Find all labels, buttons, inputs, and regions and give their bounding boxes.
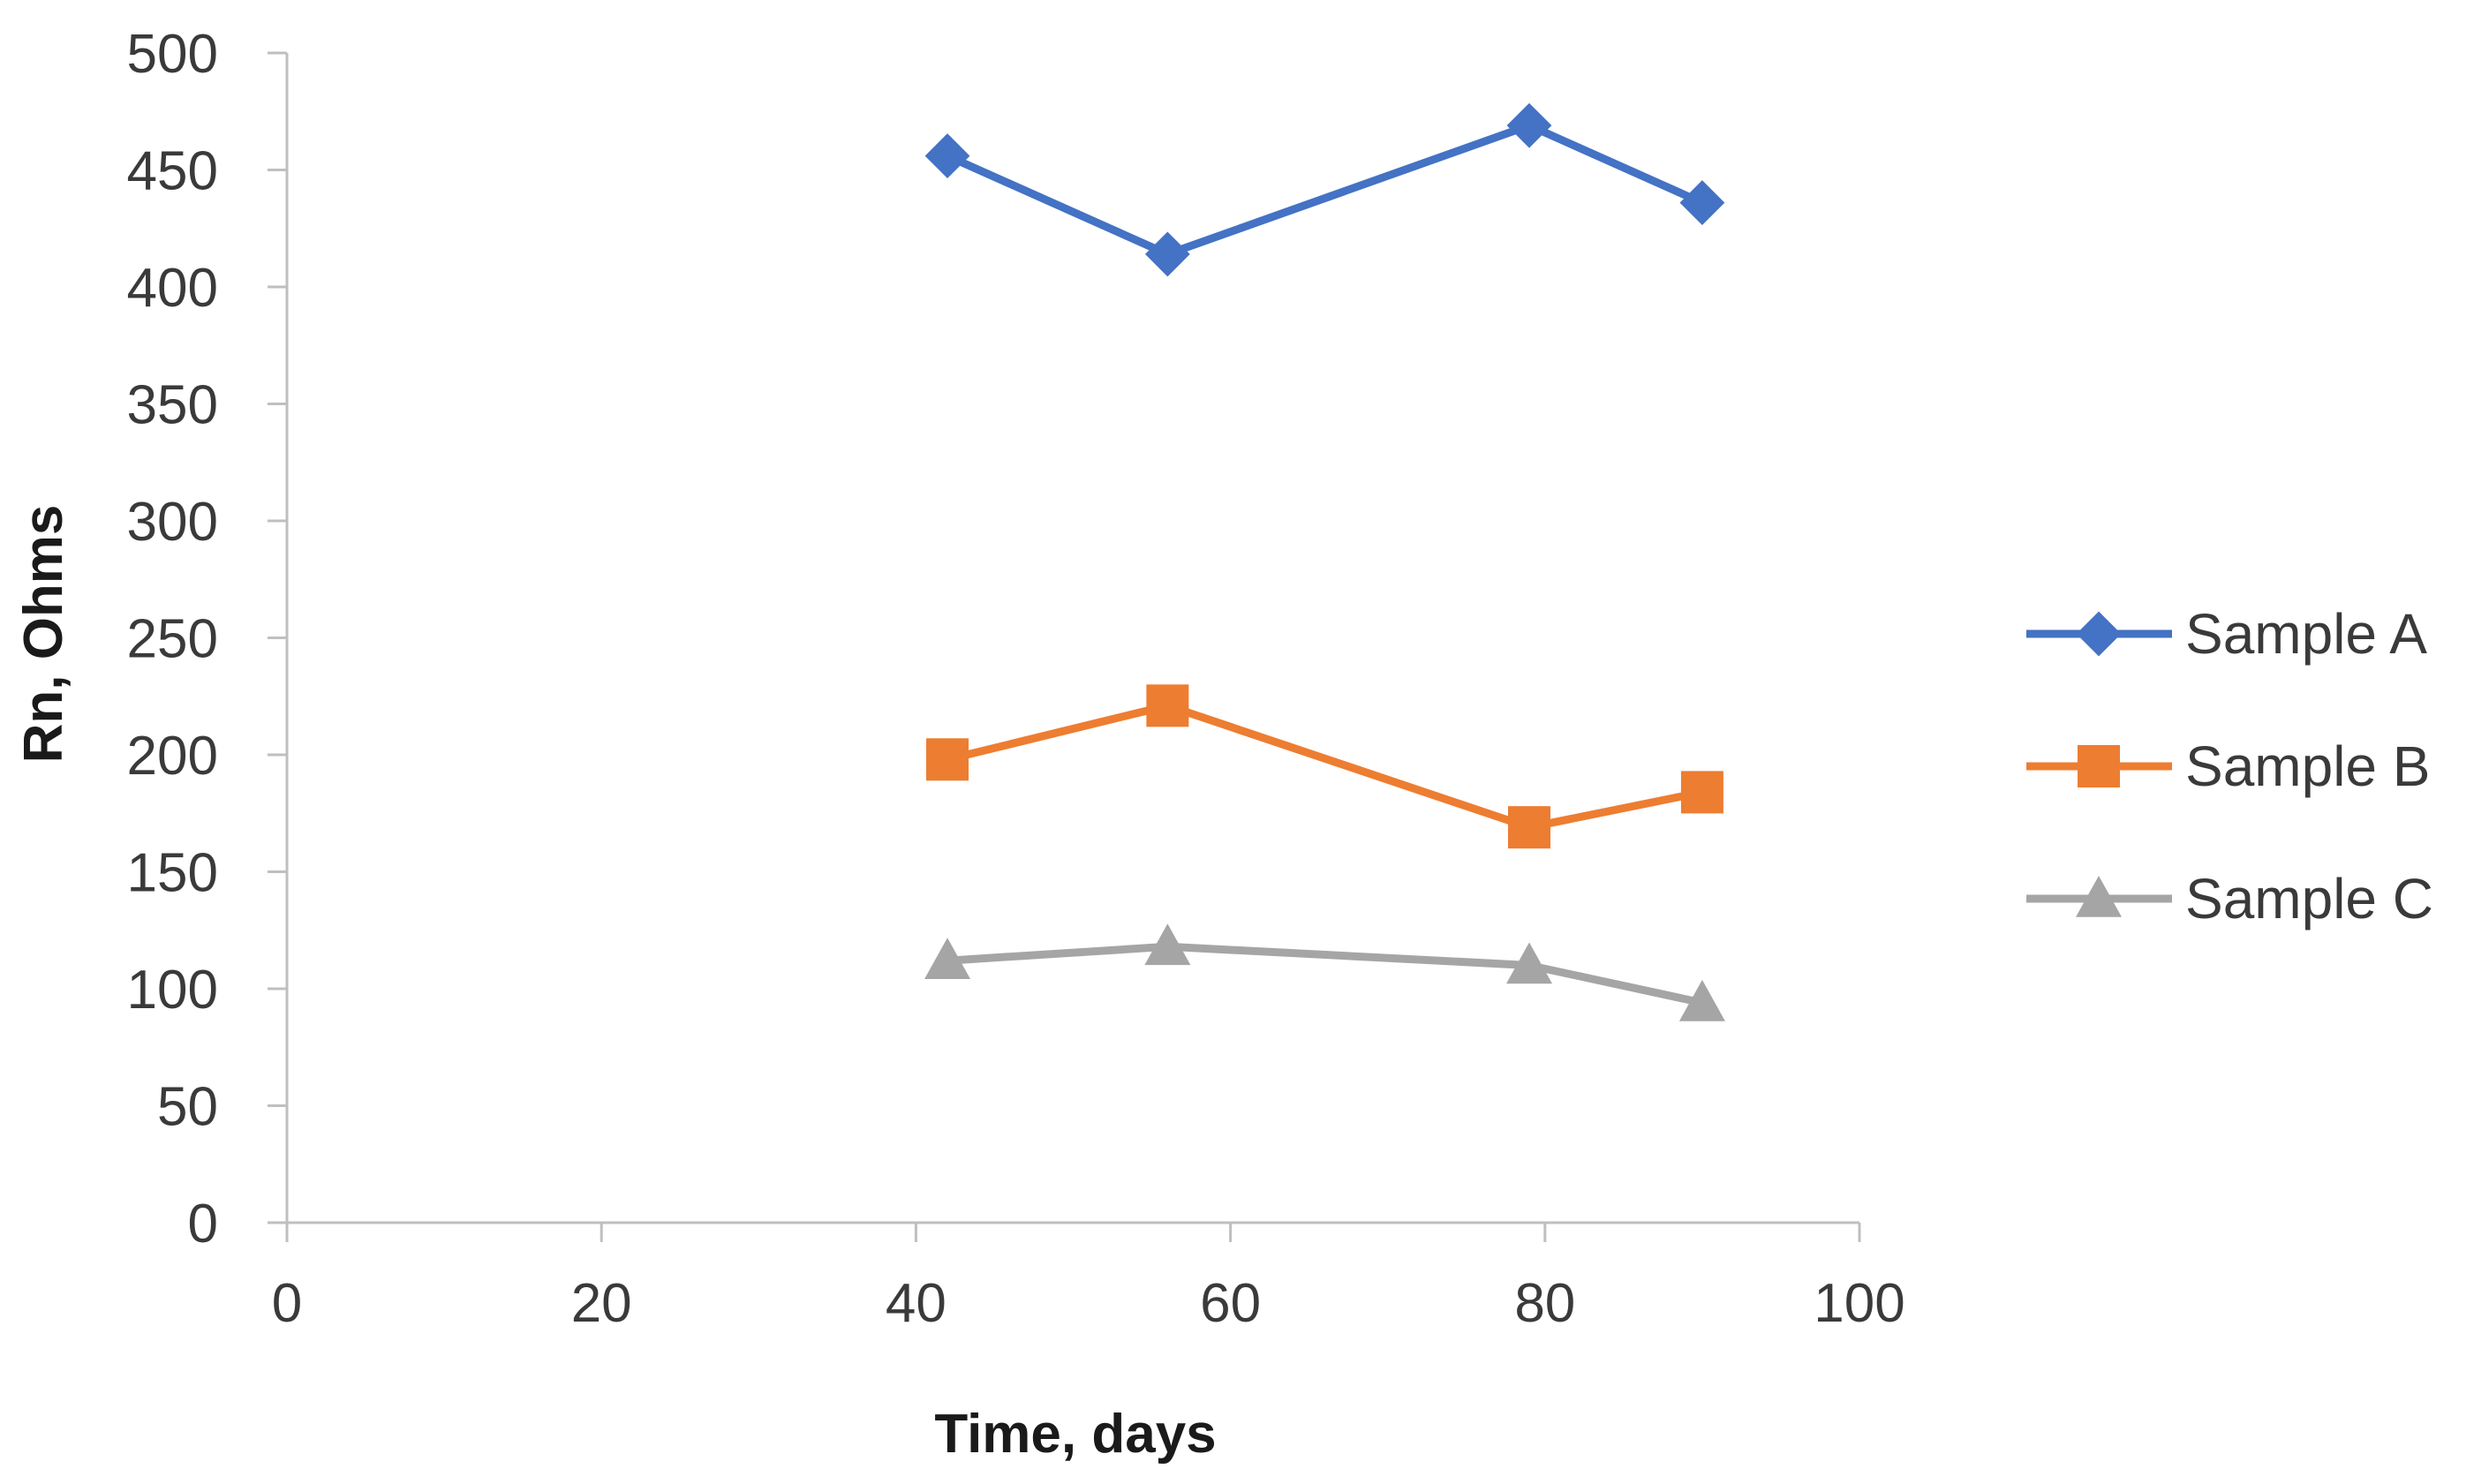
y-tick-label: 0: [188, 1194, 218, 1254]
x-tick-label: 60: [1200, 1273, 1261, 1334]
legend-label: Sample C: [2185, 867, 2433, 930]
legend-item: Sample C: [2026, 867, 2433, 930]
x-tick-label: 80: [1514, 1273, 1575, 1334]
x-tick-label: 20: [571, 1273, 632, 1334]
legend-item: Sample B: [2026, 734, 2430, 798]
y-tick-label: 150: [127, 843, 218, 904]
series-line: [946, 701, 1703, 832]
y-tick-label: 350: [127, 375, 218, 436]
legend-label: Sample B: [2185, 734, 2430, 798]
data-point: [1679, 180, 1725, 226]
series-line: [947, 942, 1703, 1007]
legend-marker: [2078, 745, 2120, 787]
data-point: [924, 938, 971, 979]
legend-label: Sample A: [2185, 602, 2427, 666]
data-point: [1678, 979, 1725, 1021]
y-tick-label: 50: [157, 1077, 218, 1138]
chart-series: [924, 102, 1725, 1021]
data-point: [924, 133, 970, 179]
series-line: [946, 121, 1704, 259]
data-point: [1507, 806, 1550, 849]
y-tick-label: 250: [127, 609, 218, 670]
data-point: [1146, 684, 1189, 727]
x-axis-ticks: 0 20 40 60 80 100: [272, 1223, 1905, 1334]
y-tick-label: 100: [127, 960, 218, 1021]
data-point: [926, 738, 969, 781]
series-sample-b: [926, 684, 1723, 849]
legend: Sample A Sample B Sample C: [2026, 602, 2433, 930]
chart-axes: [285, 53, 1859, 1224]
series-sample-a: [924, 102, 1725, 277]
series-sample-c: [924, 923, 1725, 1021]
legend-marker: [2076, 876, 2122, 917]
legend-item: Sample A: [2026, 602, 2427, 666]
y-tick-label: 500: [127, 24, 218, 85]
data-point: [1506, 102, 1552, 148]
data-point: [1505, 942, 1552, 984]
y-tick-label: 400: [127, 258, 218, 319]
legend-marker: [2076, 611, 2122, 657]
y-tick-label: 200: [127, 726, 218, 787]
data-point: [1680, 771, 1723, 814]
data-point: [1144, 923, 1191, 966]
x-tick-label: 40: [886, 1273, 947, 1334]
data-point: [1144, 231, 1190, 277]
y-axis-title: Rn, Ohms: [13, 505, 74, 764]
x-tick-label: 100: [1814, 1273, 1904, 1334]
y-axis-ticks: 0 50 100 150 200 250 300 350 400 450 500: [127, 24, 287, 1254]
y-tick-label: 300: [127, 492, 218, 553]
y-tick-label: 450: [127, 141, 218, 202]
x-tick-label: 0: [272, 1273, 302, 1334]
x-axis-title: Time, days: [934, 1404, 1216, 1465]
